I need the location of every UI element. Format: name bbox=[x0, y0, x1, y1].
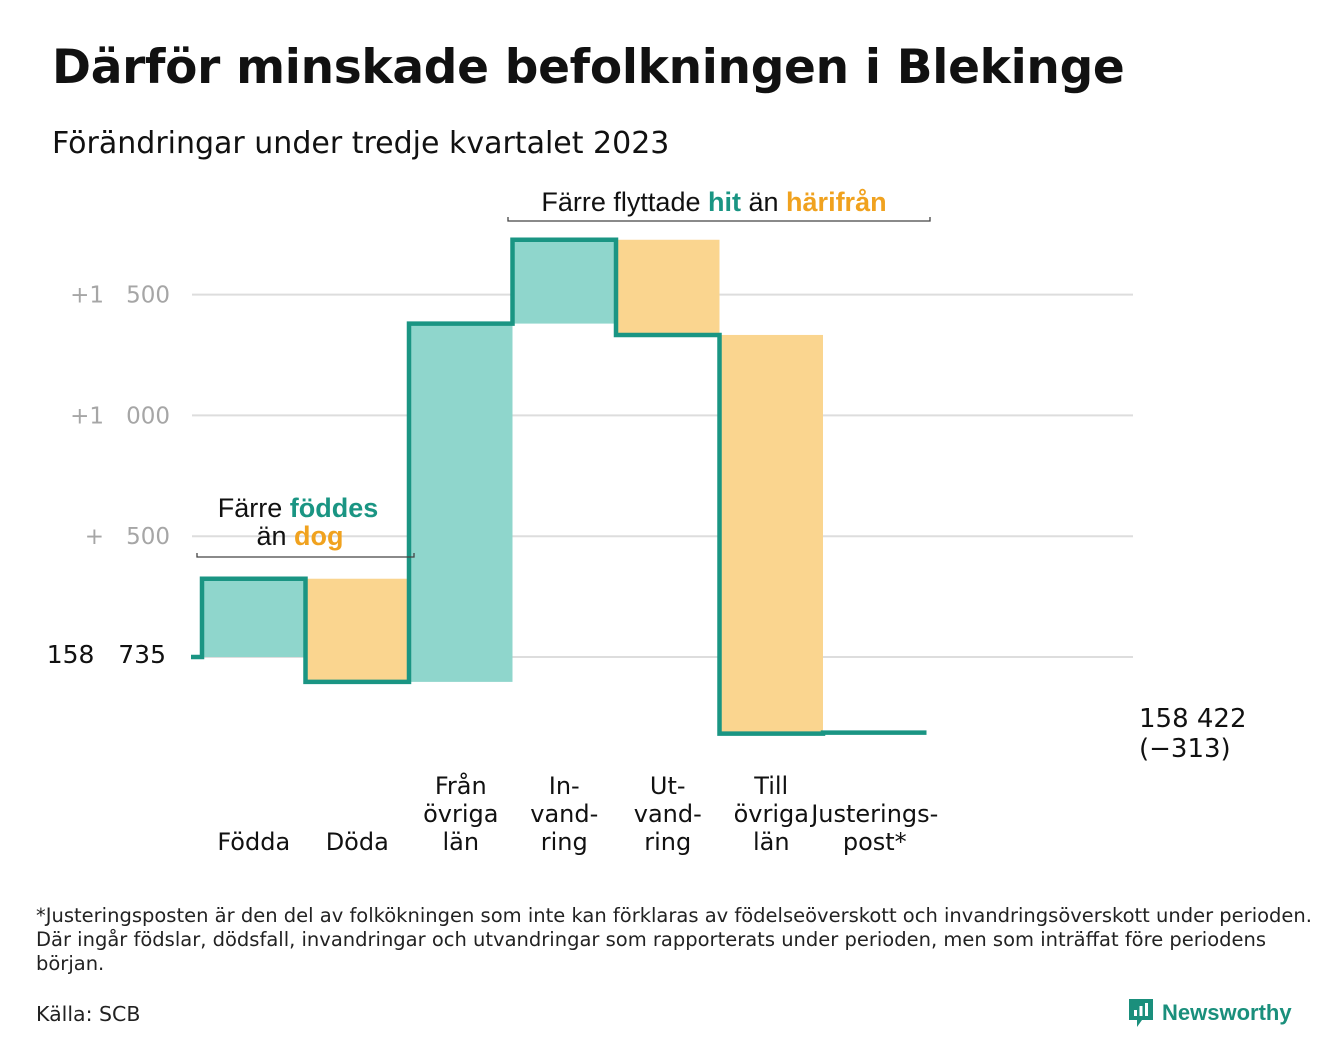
bar-tillövrigalän bbox=[719, 334, 823, 734]
annotation-highlight-died: dog bbox=[294, 521, 343, 551]
chart-title: Därför minskade befolkningen i Blekinge bbox=[52, 40, 1125, 95]
x-category-label: Ut- bbox=[650, 772, 686, 800]
bar-födda bbox=[202, 578, 306, 657]
annotation-text: Färre flyttade bbox=[541, 187, 708, 217]
x-category-label: Till bbox=[753, 772, 788, 800]
y-tick-value: 500 bbox=[126, 283, 170, 309]
y-tick-value: 500 bbox=[126, 524, 170, 550]
y-tick-prefix: + bbox=[85, 524, 104, 550]
bar-invandring bbox=[512, 239, 616, 324]
x-category-label: ring bbox=[644, 828, 691, 856]
y-tick-value: 000 bbox=[126, 403, 170, 429]
x-category-label: övriga bbox=[734, 800, 809, 828]
x-category-label: Justerings- bbox=[809, 800, 938, 828]
source-note: Källa: SCB bbox=[36, 1002, 141, 1026]
svg-text:Färre föddes: Färre föddes bbox=[218, 493, 379, 523]
newsworthy-logo-icon bbox=[1129, 999, 1153, 1027]
annotation-bracket bbox=[507, 217, 931, 222]
annotation-text: än bbox=[256, 521, 294, 551]
annotation-bracket bbox=[196, 553, 415, 558]
y-axis-ticks: +500 +1 000 +1 500 bbox=[70, 283, 170, 551]
annotation-text: än bbox=[749, 187, 787, 217]
cumulative-level-line bbox=[191, 237, 927, 736]
start-value-label: 158 735 bbox=[47, 640, 166, 669]
end-change-label: (−313) bbox=[1139, 734, 1231, 764]
y-tick-prefix: +1 bbox=[70, 283, 104, 309]
annotation-text: Färre bbox=[218, 493, 290, 523]
annotation-births-deaths: Färre föddes än dog bbox=[196, 493, 415, 558]
x-category-label: län bbox=[442, 828, 479, 856]
svg-text:än dog: än dog bbox=[256, 521, 343, 551]
bar-frånövrigalän bbox=[409, 323, 513, 682]
x-category-label: ring bbox=[541, 828, 588, 856]
newsworthy-logo: Newsworthy bbox=[1128, 996, 1292, 1030]
category-labels: Födda DödaFrånövrigalänIn-vand-ringUt-van… bbox=[217, 771, 938, 856]
bars bbox=[202, 239, 823, 734]
x-category-label: Födda bbox=[217, 828, 290, 856]
y-tick-prefix: +1 bbox=[70, 403, 104, 429]
annotation-highlight-away: härifrån bbox=[786, 187, 887, 217]
bar-utvandring bbox=[616, 239, 720, 335]
x-category-label: vand- bbox=[530, 800, 598, 828]
end-value-label: 158 422 bbox=[1139, 704, 1247, 734]
x-category-label: In- bbox=[549, 772, 580, 800]
chart-subtitle: Förändringar under tredje kvartalet 2023 bbox=[52, 126, 670, 161]
x-category-label: vand- bbox=[634, 800, 702, 828]
x-category-label: Från bbox=[435, 771, 487, 800]
newsworthy-logo-text: Newsworthy bbox=[1162, 1000, 1292, 1025]
x-category-label: län bbox=[753, 828, 790, 856]
x-category-label: övriga bbox=[423, 800, 498, 828]
x-category-label: Döda bbox=[326, 828, 389, 856]
annotation-highlight-here: hit bbox=[708, 187, 741, 217]
waterfall-chart: +500+1 000+1 500 Födda DödaFrånövrigalänIn-… bbox=[47, 187, 1247, 856]
svg-text:Färre flyttade hit än härifrån: Färre flyttade hit än härifrån bbox=[541, 187, 886, 217]
annotation-highlight-born: föddes bbox=[290, 493, 379, 523]
bar-döda bbox=[305, 578, 409, 682]
x-category-label: post* bbox=[843, 828, 907, 856]
footnote: *Justeringsposten är den del av folkökni… bbox=[36, 904, 1312, 975]
annotation-migration: Färre flyttade hit än härifrån bbox=[507, 187, 931, 222]
